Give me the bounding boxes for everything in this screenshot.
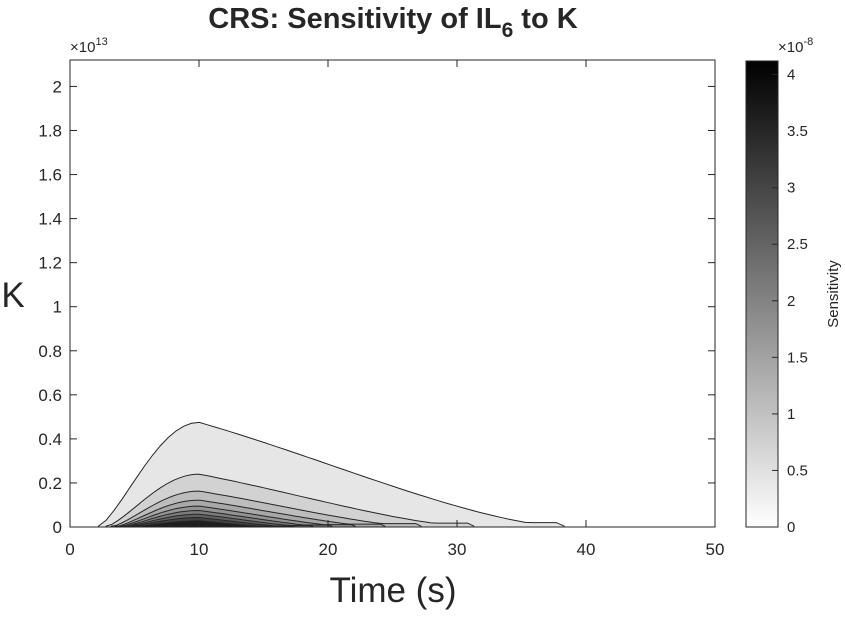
- colorbar-tick-label: 0.5: [787, 462, 808, 479]
- contour-level-9: [128, 520, 277, 528]
- y-tick-label: 1.8: [38, 121, 62, 140]
- colorbar-tick-label: 0: [787, 519, 795, 536]
- x-ticks: 0 10 20 30 40 50: [65, 60, 724, 559]
- colorbar-tick-label: 4: [787, 67, 795, 84]
- colorbar: [745, 60, 779, 528]
- colorbar-label: Sensitivity: [825, 260, 842, 328]
- y-tick-label: 0.2: [38, 474, 62, 493]
- colorbar-tick-label: 2: [787, 293, 795, 310]
- chart-title-subscript: 6: [502, 19, 514, 42]
- colorbar-tick-label: 3.5: [787, 123, 808, 140]
- plot-area: 0 10 20 30 40 50 0 0.2 0.4 0.6 0.8 1 1.2 1.4 1.6 1.8 2: [38, 59, 724, 559]
- chart-title: CRS: Sensitivity of IL6 to K: [208, 3, 577, 42]
- x-tick-label: 20: [319, 540, 338, 559]
- x-tick-label: 40: [577, 540, 596, 559]
- x-tick-label: 0: [65, 540, 74, 559]
- colorbar-tick-label: 2.5: [787, 236, 808, 253]
- y-tick-label: 0.6: [38, 386, 62, 405]
- y-tick-label: 1: [53, 298, 62, 317]
- plot-frame: [69, 59, 716, 528]
- y-tick-label: 0.8: [38, 342, 62, 361]
- x-tick-label: 10: [190, 540, 209, 559]
- y-axis-label: K: [1, 276, 24, 315]
- y-tick-label: 1.2: [38, 254, 62, 273]
- y-tick-label: 0.4: [38, 430, 62, 449]
- x-tick-label: 50: [706, 540, 725, 559]
- x-tick-label: 30: [448, 540, 467, 559]
- y-ticks: 0 0.2 0.4 0.6 0.8 1 1.2 1.4 1.6 1.8 2: [38, 77, 715, 537]
- y-axis-exponent: ×1013: [70, 36, 108, 56]
- colorbar-exponent: ×10-8: [778, 36, 813, 56]
- colorbar-tick-label: 3: [787, 180, 795, 197]
- y-tick-label: 2: [53, 77, 62, 96]
- x-axis-label: Time (s): [329, 571, 456, 610]
- contour-fills: [97, 421, 565, 528]
- y-tick-label: 0: [53, 518, 62, 537]
- colorbar-ticks: 0 0.5 1 1.5 2 2.5 3 3.5 4: [772, 67, 808, 536]
- colorbar-tick-label: 1.5: [787, 349, 808, 366]
- y-tick-label: 1.6: [38, 166, 62, 185]
- colorbar-tick-label: 1: [787, 406, 795, 423]
- y-tick-label: 1.4: [38, 210, 62, 229]
